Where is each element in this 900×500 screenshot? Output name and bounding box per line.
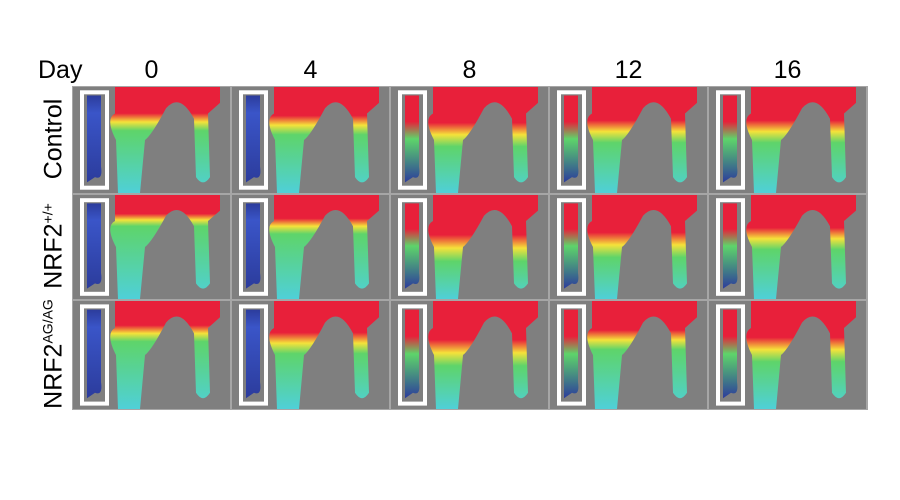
baseline-frame bbox=[716, 90, 745, 190]
vessel-heatmap bbox=[587, 87, 697, 193]
baseline-strip bbox=[564, 203, 579, 289]
day-12-label: 12 bbox=[614, 56, 643, 84]
baseline-frame bbox=[80, 90, 109, 190]
vessel-heatmap bbox=[110, 301, 220, 409]
baseline-strip bbox=[87, 309, 102, 399]
heatmap-cell bbox=[73, 87, 230, 193]
baseline-frame bbox=[557, 304, 586, 406]
heatmap-cell bbox=[73, 195, 230, 299]
row-label-control: Control bbox=[39, 98, 68, 180]
heatmap-cell bbox=[391, 195, 548, 299]
baseline-frame bbox=[398, 198, 427, 296]
baseline-frame bbox=[557, 198, 586, 296]
baseline-strip bbox=[564, 309, 579, 399]
heatmap-cell bbox=[550, 301, 707, 409]
baseline-strip bbox=[405, 203, 420, 289]
vessel-heatmap bbox=[110, 195, 220, 299]
vessel-heatmap bbox=[587, 195, 697, 299]
baseline-frame bbox=[398, 304, 427, 406]
heatmap-cell bbox=[232, 195, 389, 299]
baseline-strip bbox=[246, 95, 261, 183]
baseline-strip bbox=[405, 95, 420, 183]
baseline-strip bbox=[405, 309, 420, 399]
vessel-heatmap bbox=[110, 87, 220, 193]
baseline-frame bbox=[80, 304, 109, 406]
baseline-frame bbox=[398, 90, 427, 190]
day-16-label: 16 bbox=[773, 56, 802, 84]
baseline-strip bbox=[723, 203, 738, 289]
baseline-frame bbox=[239, 198, 268, 296]
baseline-strip bbox=[723, 309, 738, 399]
vessel-heatmap bbox=[428, 195, 538, 299]
heatmap-cell bbox=[391, 87, 548, 193]
heatmap-panel-grid bbox=[72, 86, 868, 410]
baseline-frame bbox=[239, 90, 268, 190]
baseline-strip bbox=[246, 203, 261, 289]
baseline-strip bbox=[87, 203, 102, 289]
baseline-frame bbox=[80, 198, 109, 296]
heatmap-cell bbox=[232, 87, 389, 193]
baseline-strip bbox=[87, 95, 102, 183]
baseline-strip bbox=[723, 95, 738, 183]
vessel-heatmap bbox=[269, 301, 379, 409]
vessel-heatmap bbox=[746, 195, 856, 299]
heatmap-cell bbox=[709, 301, 866, 409]
baseline-frame bbox=[716, 198, 745, 296]
heatmap-cell bbox=[709, 87, 866, 193]
vessel-heatmap bbox=[746, 301, 856, 409]
heatmap-cell bbox=[232, 301, 389, 409]
baseline-frame bbox=[557, 90, 586, 190]
heatmap-cell bbox=[550, 195, 707, 299]
heatmap-cell bbox=[709, 195, 866, 299]
vessel-heatmap bbox=[269, 195, 379, 299]
day-8-label: 8 bbox=[462, 56, 477, 84]
heatmap-cell bbox=[550, 87, 707, 193]
baseline-strip bbox=[246, 309, 261, 399]
vessel-heatmap bbox=[746, 87, 856, 193]
baseline-strip bbox=[564, 95, 579, 183]
heatmap-cell bbox=[391, 301, 548, 409]
day-4-label: 4 bbox=[303, 56, 318, 84]
day-0-label: 0 bbox=[144, 56, 159, 84]
vessel-heatmap bbox=[587, 301, 697, 409]
row-label-nrf2-ag: NRF2AG/AG bbox=[39, 299, 68, 409]
vessel-heatmap bbox=[428, 301, 538, 409]
vessel-heatmap bbox=[428, 87, 538, 193]
vessel-heatmap bbox=[269, 87, 379, 193]
day-axis-label: Day bbox=[38, 56, 83, 84]
heatmap-cell bbox=[73, 301, 230, 409]
baseline-frame bbox=[716, 304, 745, 406]
row-label-nrf2-wt: NRF2+/+ bbox=[39, 203, 68, 289]
baseline-frame bbox=[239, 304, 268, 406]
